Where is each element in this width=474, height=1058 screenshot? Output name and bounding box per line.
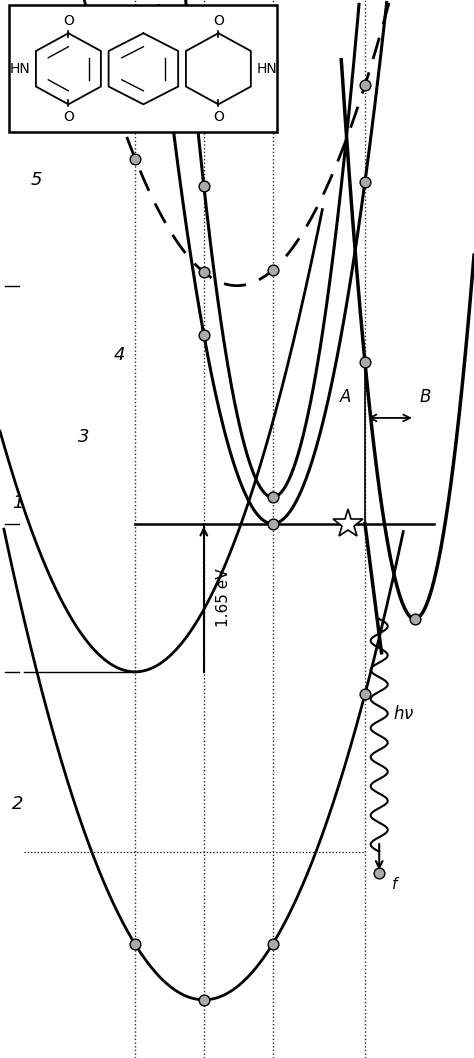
Point [375,864,383,881]
Text: HN: HN [10,61,30,76]
Text: O: O [63,110,74,124]
Point [269,935,276,952]
Point [361,76,369,93]
Point [411,610,419,627]
Text: 5: 5 [31,171,42,189]
Point [361,353,369,370]
Text: $h\nu$: $h\nu$ [393,705,415,724]
Text: 3: 3 [78,428,90,446]
Text: $A$: $A$ [339,388,352,406]
Point [361,686,369,703]
Text: O: O [63,14,74,28]
Point [131,935,139,952]
Text: 2: 2 [12,796,23,814]
Point [361,174,369,190]
Text: HN: HN [256,61,277,76]
FancyBboxPatch shape [9,5,277,132]
Text: 4: 4 [114,346,125,364]
Point [200,178,208,195]
Text: O: O [213,14,224,28]
Point [269,261,276,278]
Point [269,515,276,532]
Point [200,326,208,343]
Point [200,991,208,1008]
Point [200,263,208,280]
Text: 1: 1 [12,494,23,512]
Point [269,489,276,506]
Point [131,150,139,167]
Text: $f$: $f$ [391,876,401,892]
Text: 1.65 eV: 1.65 eV [216,568,231,627]
Text: O: O [213,110,224,124]
Text: $B$: $B$ [419,388,432,406]
